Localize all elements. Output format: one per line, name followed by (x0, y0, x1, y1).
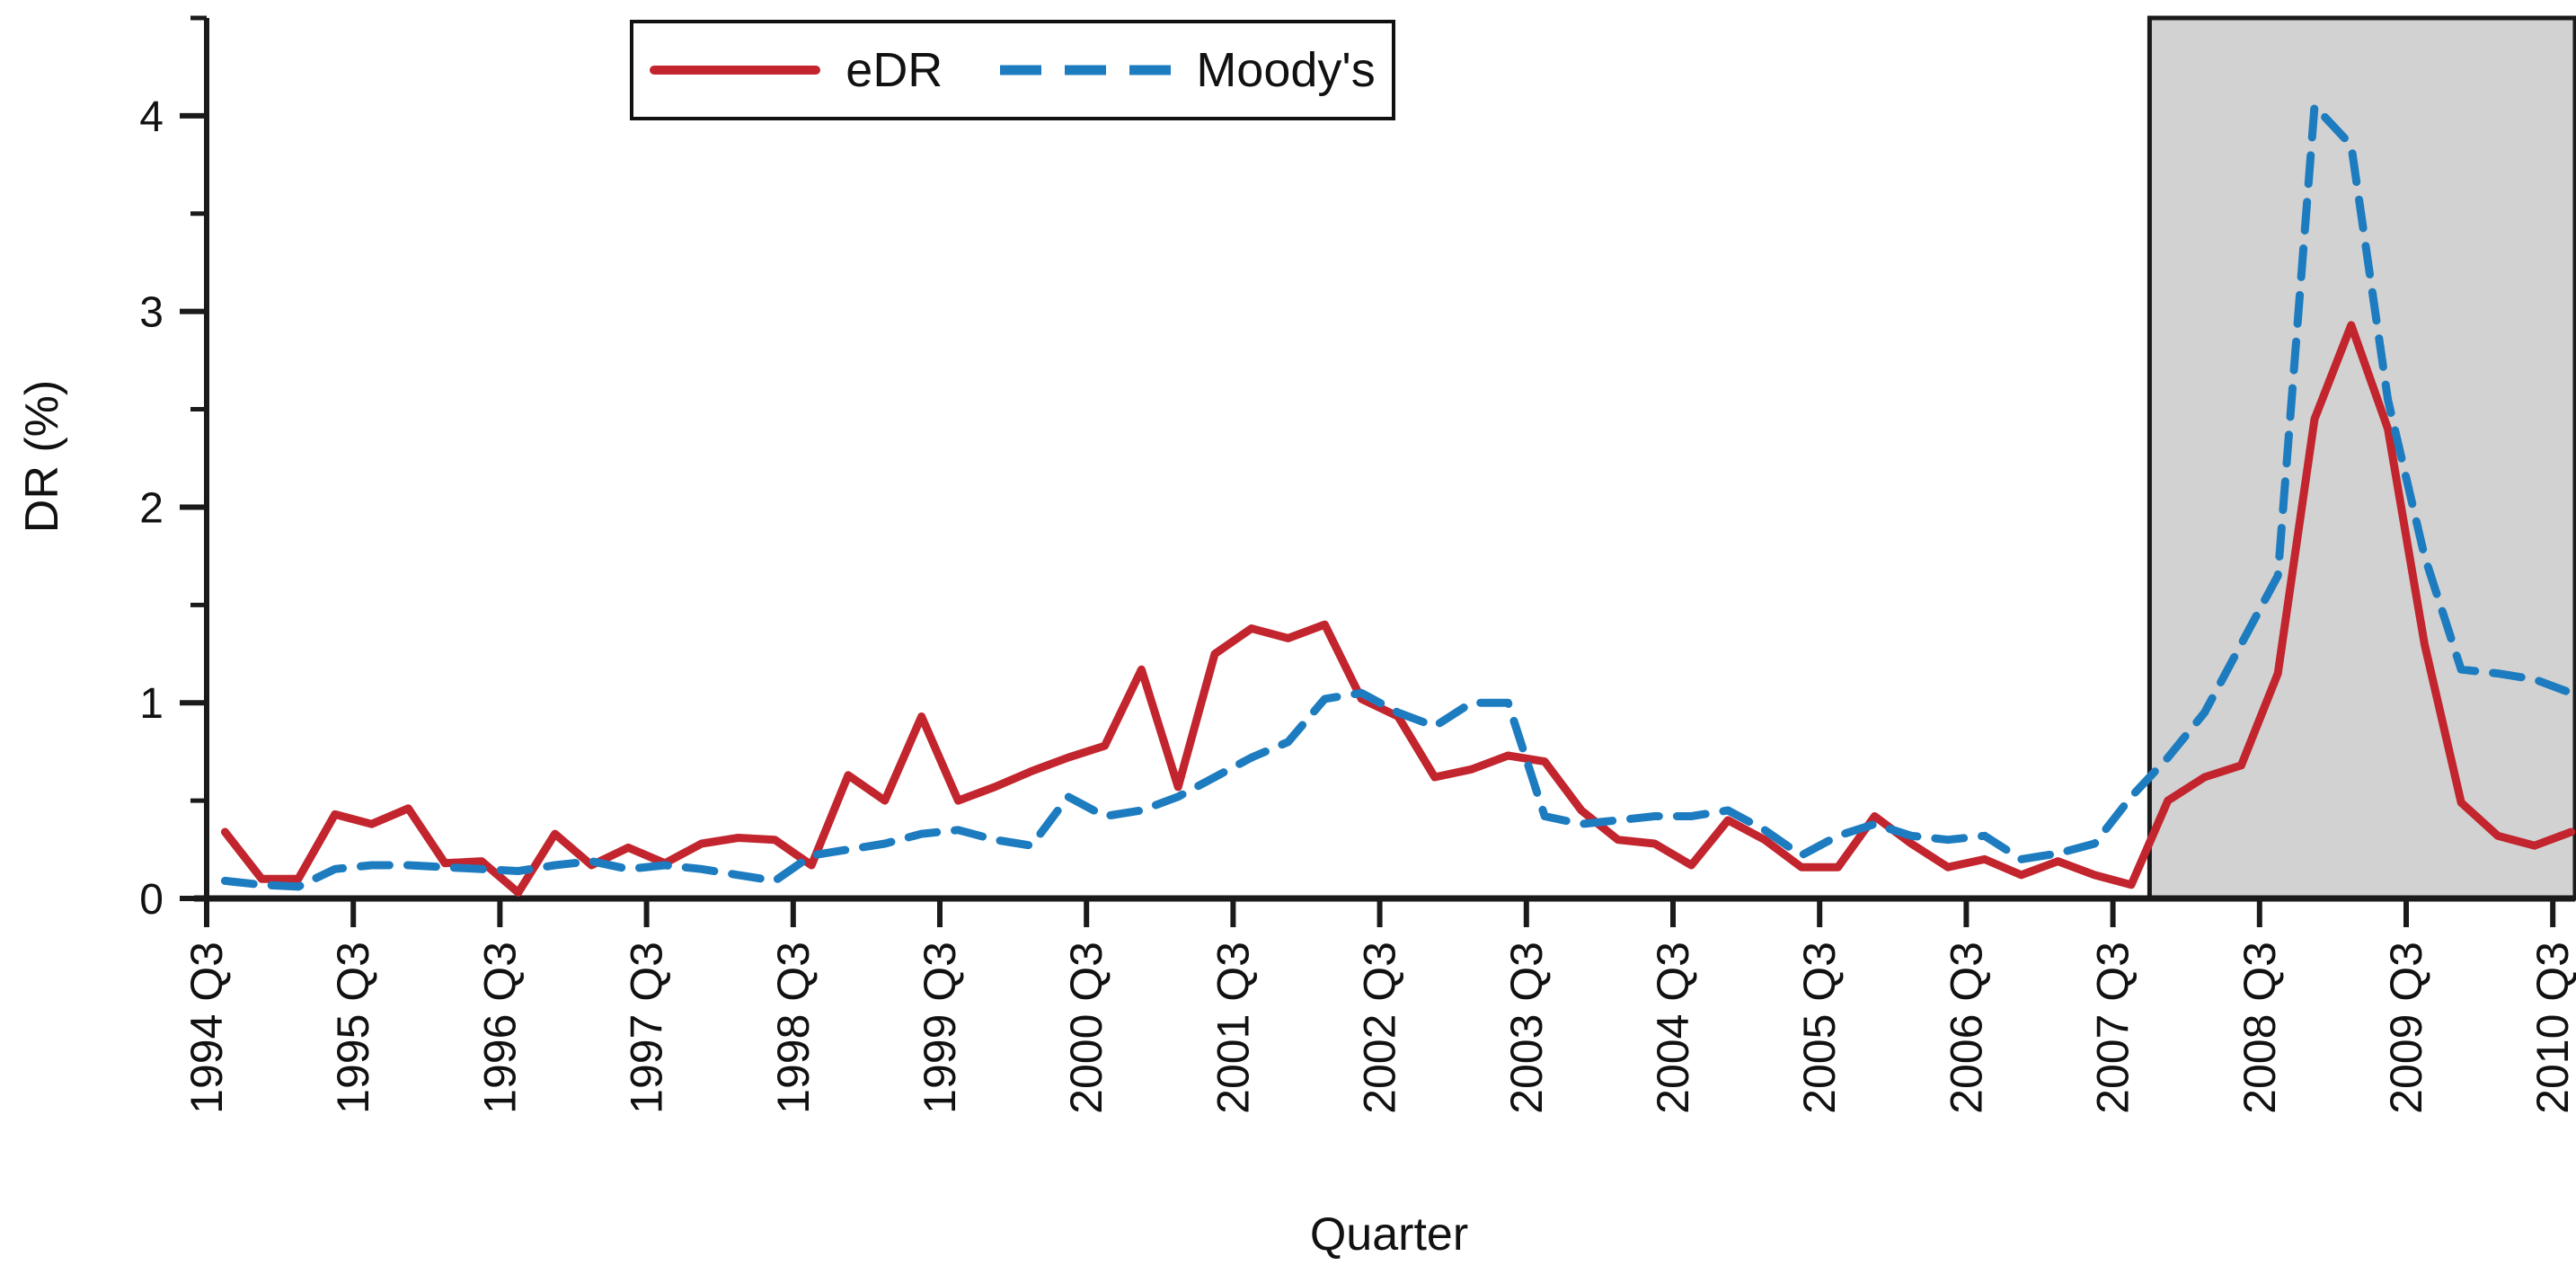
x-tick-label: 2009 Q3 (2381, 942, 2431, 1114)
x-tick-label: 1999 Q3 (915, 942, 965, 1114)
x-tick-label: 2004 Q3 (1648, 942, 1698, 1114)
y-tick-label: 2 (139, 484, 164, 532)
x-tick-label: 1996 Q3 (474, 942, 525, 1114)
x-axis-title: Quarter (1309, 1208, 1469, 1261)
x-tick-label: 1998 Q3 (768, 942, 819, 1114)
y-axis-title: DR (%) (16, 379, 68, 534)
legend-label-edr: eDR (845, 43, 943, 97)
legend: eDR Moody's (630, 20, 1395, 120)
x-tick-label: 2002 Q3 (1355, 942, 1405, 1114)
x-tick-label: 2003 Q3 (1501, 942, 1552, 1114)
y-tick-label: 1 (139, 680, 164, 728)
x-tick-label: 2001 Q3 (1208, 942, 1258, 1114)
x-tick-label: 2008 Q3 (2235, 942, 2285, 1114)
x-tick-label: 1995 Q3 (328, 942, 378, 1114)
x-tick-label: 2006 Q3 (1941, 942, 1991, 1114)
legend-edr-line-sample (650, 66, 821, 75)
crisis-shaded-region (2147, 15, 2576, 901)
legend-label-moodys: Moody's (1196, 43, 1376, 97)
x-tick-label: 2007 Q3 (2088, 942, 2138, 1114)
x-tick-label: 1997 Q3 (622, 942, 672, 1114)
x-tick-label: 2005 Q3 (1794, 942, 1845, 1114)
y-tick-label: 0 (139, 876, 164, 924)
x-tick-label: 1994 Q3 (181, 942, 232, 1114)
x-tick-label: 2000 Q3 (1061, 942, 1111, 1114)
moodys-line (220, 102, 2576, 891)
y-tick-label: 4 (139, 93, 164, 141)
x-tick-label: 2010 Q3 (2527, 942, 2576, 1114)
legend-moodys-line-sample (1000, 65, 1172, 75)
y-tick-label: 3 (139, 289, 164, 337)
